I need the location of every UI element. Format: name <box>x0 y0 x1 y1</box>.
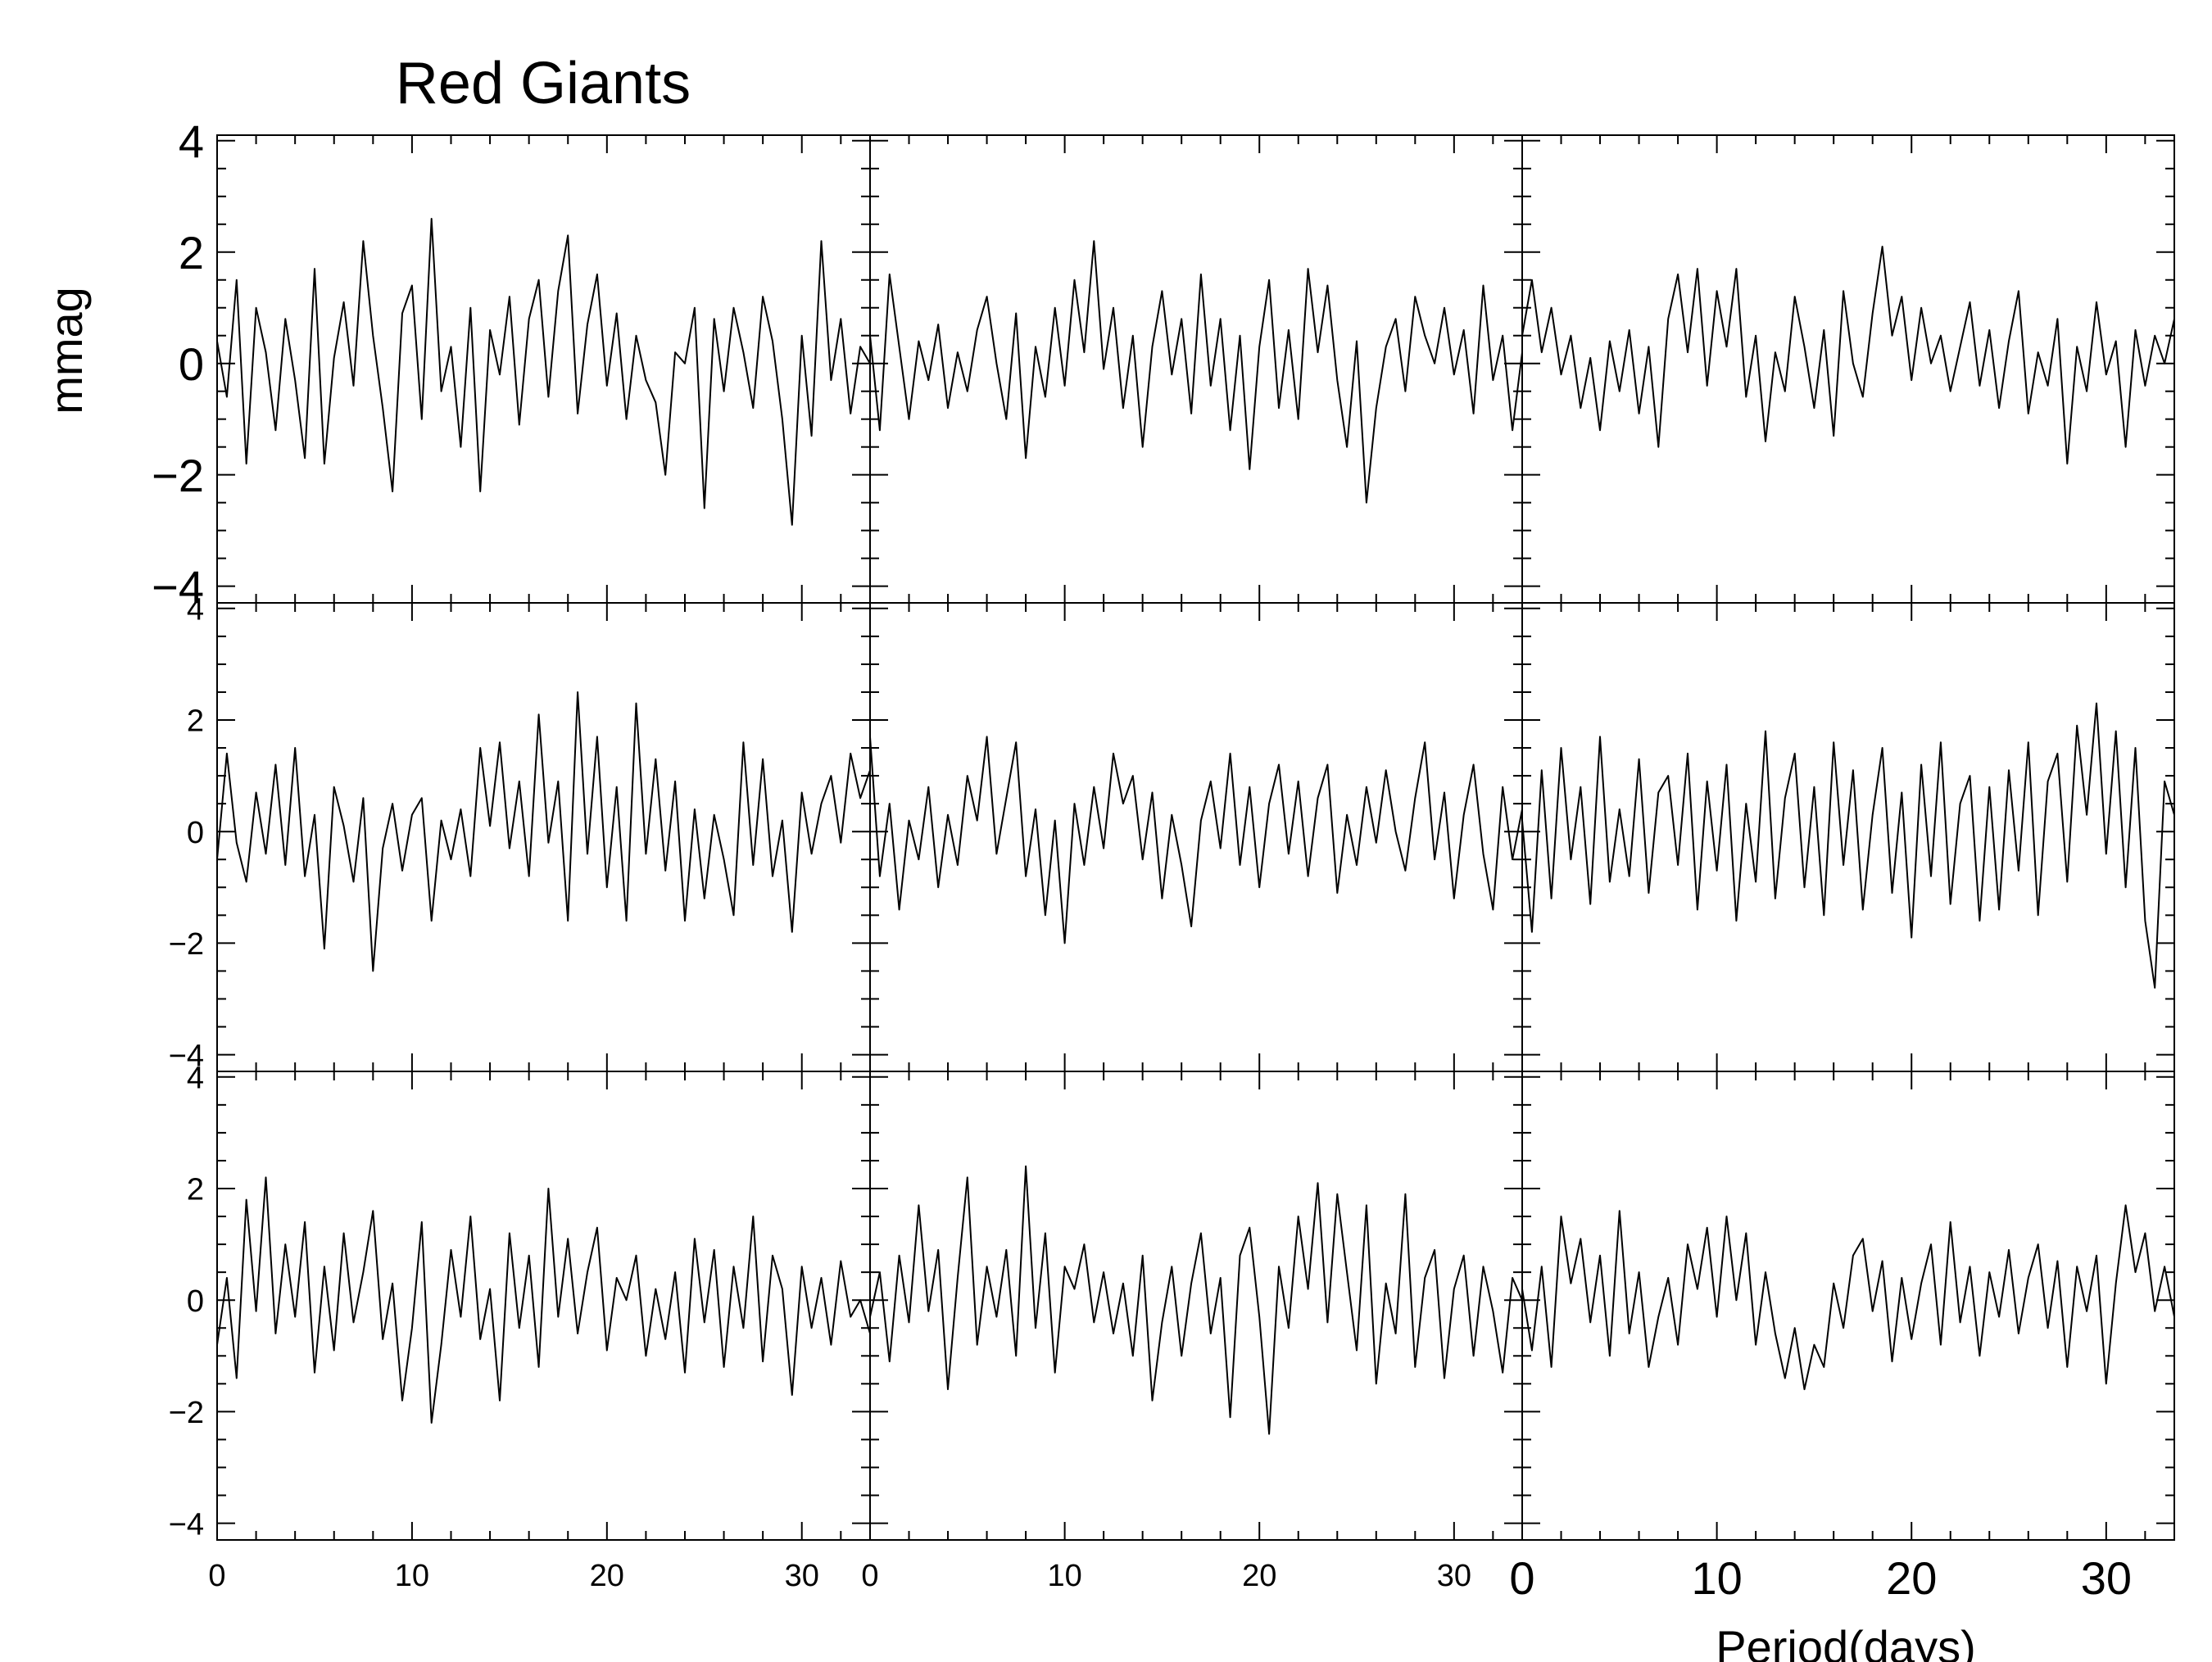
x-axis-label: Period(days) <box>1716 1621 1975 1662</box>
light-curve-line-8 <box>869 1165 1523 1435</box>
panel-frame <box>216 134 871 604</box>
light-curve-line-4 <box>216 691 871 972</box>
panel-frame <box>1521 1071 2175 1541</box>
light-curve-line-3 <box>1521 246 2175 465</box>
y-tick-label: −4 <box>169 1507 204 1542</box>
y-tick-label: 2 <box>187 1173 204 1207</box>
y-tick-label: 2 <box>179 227 204 279</box>
y-axis-label: mmag <box>40 287 92 414</box>
y-tick-label: −2 <box>169 927 204 962</box>
x-tick-label: 30 <box>1437 1559 1471 1593</box>
y-tick-label: 4 <box>187 1061 204 1095</box>
y-tick-label: 0 <box>187 816 204 850</box>
y-tick-label: 0 <box>179 338 204 390</box>
x-tick-label: 30 <box>785 1559 819 1593</box>
light-curve-line-7 <box>216 1176 871 1424</box>
panel-r1-c1 <box>869 602 1523 1072</box>
figure-title: Red Giants <box>396 51 691 116</box>
panel-frame <box>1521 134 2175 604</box>
y-tick-label: −2 <box>169 1396 204 1430</box>
panel-frame <box>1521 602 2175 1072</box>
panel-r2-c2: 0 10 20 30 <box>1509 1071 2175 1604</box>
y-tick-label: −4 <box>152 561 204 613</box>
x-tick-label: 0 <box>208 1559 225 1593</box>
panel-r0-c2 <box>1521 134 2175 604</box>
y-tick-label: 4 <box>179 115 204 167</box>
y-tick-label: −2 <box>152 450 204 501</box>
panel-r1-c0: −4 −2 0 2 4 <box>169 592 871 1073</box>
panel-r1-c2 <box>1521 602 2175 1072</box>
light-curve-line-5 <box>869 736 1523 944</box>
light-curve-line-6 <box>1521 702 2175 989</box>
panel-frame <box>869 1071 1523 1541</box>
panel-r0-c1 <box>869 134 1523 604</box>
light-curve-line-1 <box>216 218 871 526</box>
x-tick-label: 20 <box>1886 1552 1937 1604</box>
light-curve-line-9 <box>1521 1204 2175 1391</box>
panel-r2-c0: −4 −2 0 2 4 0 10 20 30 <box>169 1061 871 1593</box>
x-tick-label: 30 <box>2081 1552 2132 1604</box>
panel-frame <box>216 1071 871 1541</box>
x-tick-label: 10 <box>1047 1559 1081 1593</box>
x-tick-label: 10 <box>395 1559 429 1593</box>
y-tick-label: 4 <box>187 592 204 627</box>
x-tick-label: 20 <box>590 1559 624 1593</box>
panel-r2-c1: 0 10 20 30 <box>861 1071 1523 1593</box>
y-tick-label: 0 <box>187 1284 204 1319</box>
x-tick-label: 0 <box>861 1559 878 1593</box>
x-tick-label: 0 <box>1509 1552 1534 1604</box>
panel-r0-c0: −4 −2 0 2 4 <box>152 115 871 613</box>
y-tick-label: −4 <box>169 1039 204 1073</box>
x-tick-label: 20 <box>1242 1559 1276 1593</box>
panel-frame <box>869 602 1523 1072</box>
panel-frame <box>869 134 1523 604</box>
y-tick-label: 2 <box>187 704 204 739</box>
panel-frame <box>216 602 871 1072</box>
light-curve-line-2 <box>869 240 1523 504</box>
x-tick-label: 10 <box>1691 1552 1742 1604</box>
